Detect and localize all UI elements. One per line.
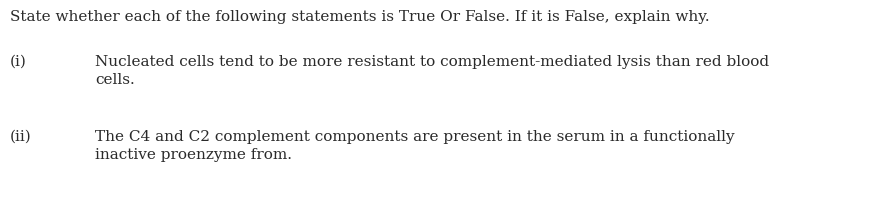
Text: inactive proenzyme from.: inactive proenzyme from. bbox=[95, 148, 292, 162]
Text: State whether each of the following statements is True Or False. If it is False,: State whether each of the following stat… bbox=[10, 10, 709, 24]
Text: (ii): (ii) bbox=[10, 130, 31, 144]
Text: The C4 and C2 complement components are present in the serum in a functionally: The C4 and C2 complement components are … bbox=[95, 130, 733, 144]
Text: cells.: cells. bbox=[95, 73, 135, 87]
Text: Nucleated cells tend to be more resistant to complement-mediated lysis than red : Nucleated cells tend to be more resistan… bbox=[95, 55, 768, 69]
Text: (i): (i) bbox=[10, 55, 27, 69]
